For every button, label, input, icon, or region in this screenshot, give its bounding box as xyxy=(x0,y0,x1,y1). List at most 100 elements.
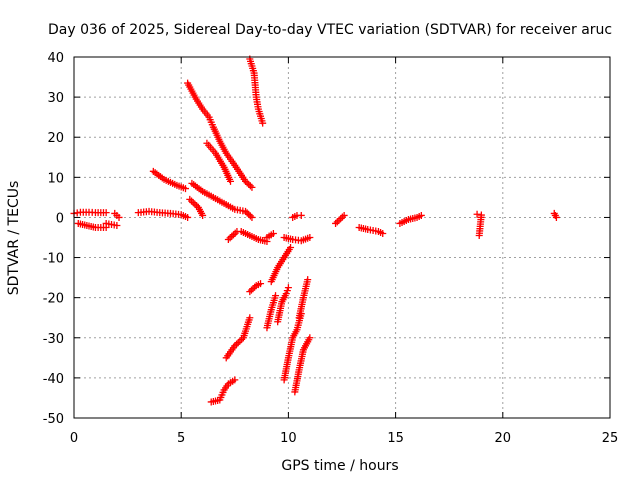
axis-ticks: 0 5 10 15 20 25 -50 -40 -30 -20 -10 0 10 20 30 40 xyxy=(43,51,619,446)
data-point xyxy=(191,200,199,208)
series-arc-22 xyxy=(274,284,292,326)
data-point xyxy=(304,276,312,284)
series-arc-05 xyxy=(134,207,192,221)
data-point xyxy=(184,213,192,221)
data-point xyxy=(226,234,234,242)
series-arc-29 xyxy=(473,210,485,239)
data-point xyxy=(245,180,253,188)
data-point xyxy=(257,280,265,288)
series-arc-14 xyxy=(263,229,277,241)
series-arc-11 xyxy=(246,55,267,127)
data-point xyxy=(113,221,121,229)
series-arc-30 xyxy=(550,209,560,221)
data-point xyxy=(228,232,236,240)
data-point xyxy=(552,213,560,221)
series-arc-17 xyxy=(267,244,295,286)
data-point xyxy=(306,334,314,342)
series-arc-04 xyxy=(111,209,123,221)
data-point xyxy=(246,314,254,322)
series-arc-06 xyxy=(149,167,189,193)
data-point xyxy=(251,283,259,291)
data-point xyxy=(337,215,345,223)
series-arc-08 xyxy=(203,139,235,185)
series-arc-27 xyxy=(355,223,387,237)
x-tick-label: 15 xyxy=(387,431,404,446)
series-arc-12 xyxy=(237,227,271,246)
data-point xyxy=(417,211,425,219)
series-arc-01 xyxy=(70,208,110,217)
data-point xyxy=(332,219,340,227)
data-point xyxy=(242,207,250,215)
data-point xyxy=(181,185,189,193)
y-tick-label: -30 xyxy=(43,332,64,347)
data-point xyxy=(333,218,341,226)
data-point xyxy=(242,177,250,185)
y-tick-label: 0 xyxy=(56,211,64,226)
data-point xyxy=(243,209,251,217)
data-point xyxy=(340,211,348,219)
data-point xyxy=(379,229,387,237)
data-point xyxy=(246,288,254,296)
data-point xyxy=(199,211,207,219)
data-point xyxy=(227,177,235,185)
series-arc-23 xyxy=(280,310,305,384)
series-arc-10 xyxy=(186,195,207,219)
series-arc-19 xyxy=(222,314,254,362)
data-point xyxy=(297,211,305,219)
series-arc-28 xyxy=(396,211,425,227)
x-axis-label: GPS time / hours xyxy=(281,458,398,474)
data-point xyxy=(233,227,241,235)
y-tick-label: -40 xyxy=(43,372,64,387)
data-point xyxy=(287,244,295,252)
data-point xyxy=(247,286,255,294)
data-point xyxy=(269,229,277,237)
data-point xyxy=(186,195,194,203)
data-point xyxy=(248,213,256,221)
grid xyxy=(74,57,610,418)
series-arc-26 xyxy=(332,211,348,227)
data-point xyxy=(282,290,290,298)
data-points xyxy=(70,55,560,406)
y-tick-label: 40 xyxy=(47,51,64,66)
data-point xyxy=(115,213,123,221)
series-arc-02 xyxy=(74,219,110,231)
x-tick-label: 25 xyxy=(602,431,619,446)
data-point xyxy=(338,213,346,221)
series-arc-20 xyxy=(207,376,239,406)
data-point xyxy=(189,199,197,207)
data-point xyxy=(249,285,257,293)
data-point xyxy=(102,209,110,217)
data-point xyxy=(245,210,253,218)
data-point xyxy=(272,292,280,300)
y-tick-label: 10 xyxy=(47,171,64,186)
data-point xyxy=(246,212,254,220)
chart-title: Day 036 of 2025, Sidereal Day-to-day VTE… xyxy=(48,22,612,38)
x-tick-label: 20 xyxy=(495,431,512,446)
data-point xyxy=(231,229,239,237)
y-tick-label: 30 xyxy=(47,91,64,106)
data-point xyxy=(231,376,239,384)
y-tick-label: -50 xyxy=(43,412,64,427)
series-arc-15 xyxy=(280,234,314,245)
data-point xyxy=(187,197,195,205)
y-tick-label: -20 xyxy=(43,292,64,307)
series-arc-09 xyxy=(188,179,256,221)
data-point xyxy=(335,216,343,224)
series-arc-25 xyxy=(295,276,312,322)
data-point xyxy=(284,284,292,292)
y-tick-label: 20 xyxy=(47,131,64,146)
data-point xyxy=(233,340,241,348)
data-point xyxy=(248,183,256,191)
x-tick-label: 5 xyxy=(177,431,185,446)
data-point xyxy=(259,119,267,127)
data-point xyxy=(234,339,242,347)
series-arc-16 xyxy=(289,211,305,221)
data-point xyxy=(283,287,291,295)
series-arc-18 xyxy=(246,280,265,296)
plot-frame xyxy=(73,56,611,419)
x-tick-label: 0 xyxy=(70,431,78,446)
series-arc-03 xyxy=(102,219,121,229)
data-point xyxy=(230,231,238,239)
series-arc-07 xyxy=(184,79,256,191)
data-point xyxy=(224,236,232,244)
